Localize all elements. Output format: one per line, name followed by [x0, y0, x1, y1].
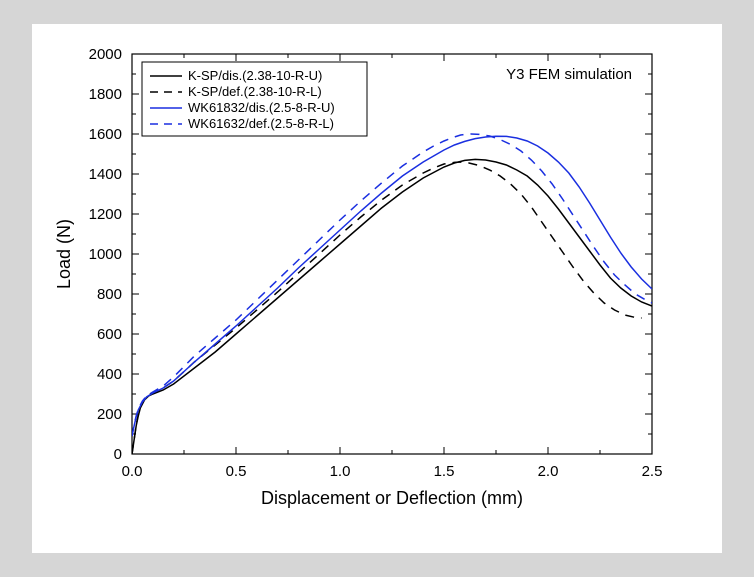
y-tick-label: 1200: [89, 206, 122, 223]
x-tick-label: 0.5: [226, 463, 247, 480]
series-2: [132, 136, 652, 436]
x-tick-label: 0.0: [122, 463, 143, 480]
legend-label: WK61832/dis.(2.5-8-R-U): [188, 100, 335, 115]
y-tick-label: 1600: [89, 126, 122, 143]
x-axis-label: Displacement or Deflection (mm): [261, 488, 523, 508]
y-tick-label: 600: [97, 326, 122, 343]
y-tick-label: 800: [97, 286, 122, 303]
y-tick-label: 0: [114, 446, 122, 463]
y-tick-label: 400: [97, 366, 122, 383]
y-axis-label: Load (N): [54, 219, 74, 289]
chart-panel: 0.0 0.5 1.0 1.5 2.0 2.5 0 200 400 600 800 1000 1200 1…: [32, 24, 722, 553]
series-0: [132, 159, 652, 454]
y-tick-label: 1400: [89, 166, 122, 183]
chart-svg: 0.0 0.5 1.0 1.5 2.0 2.5 0 200 400 600 800 1000 1200 1…: [32, 24, 722, 553]
y-tick-label: 1800: [89, 86, 122, 103]
x-tick-label: 1.5: [434, 463, 455, 480]
y-tick-label: 1000: [89, 246, 122, 263]
legend-label: WK61632/def.(2.5-8-R-L): [188, 116, 334, 131]
chart-title: Y3 FEM simulation: [506, 66, 632, 83]
y-tick-label: 2000: [89, 46, 122, 63]
y-tick-label: 200: [97, 406, 122, 423]
series-1: [132, 162, 642, 454]
x-tick-label: 2.0: [538, 463, 559, 480]
x-tick-label: 1.0: [330, 463, 351, 480]
x-tick-label: 2.5: [642, 463, 663, 480]
legend-label: K-SP/def.(2.38-10-R-L): [188, 84, 322, 99]
legend-label: K-SP/dis.(2.38-10-R-U): [188, 68, 322, 83]
